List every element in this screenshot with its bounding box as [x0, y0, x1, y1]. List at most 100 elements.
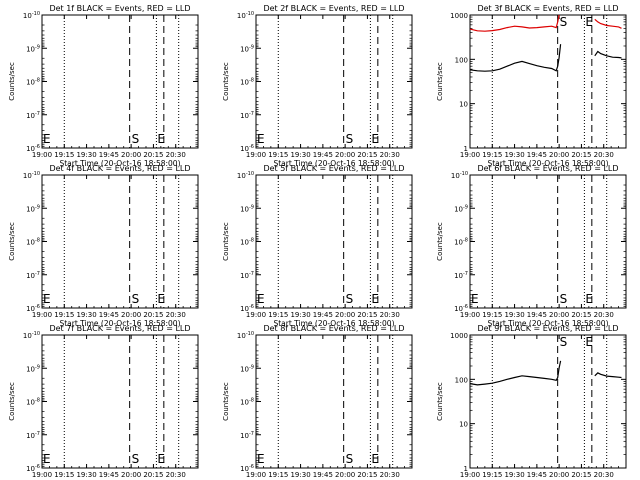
y-tick-label: 10-7	[240, 431, 254, 440]
y-tick-label: 10-10	[23, 331, 40, 340]
x-tick-label: 20:00	[549, 471, 569, 479]
y-axis-title: Counts/sec	[222, 382, 230, 421]
series-events-line	[469, 44, 562, 72]
x-tick-label: 20:00	[335, 311, 355, 319]
end-marker-label: E	[157, 292, 165, 306]
plot-frame	[255, 174, 413, 309]
x-tick-label: 19:30	[290, 471, 310, 479]
x-tick-label: 19:45	[99, 151, 119, 159]
y-tick-label: 10-8	[240, 238, 254, 247]
end-marker-label: E	[585, 292, 593, 306]
x-tick-label: 19:00	[32, 151, 52, 159]
x-tick-label: 19:45	[527, 471, 547, 479]
series-events-line	[594, 372, 622, 379]
x-tick-label: 20:00	[335, 151, 355, 159]
y-tick-label: 10-6	[26, 464, 40, 473]
y-axis-title: Counts/sec	[222, 62, 230, 101]
end-marker-label: E	[585, 335, 593, 349]
y-tick-label: 10-6	[26, 304, 40, 313]
series-lld-line	[469, 14, 560, 32]
x-tick-label: 19:30	[504, 471, 524, 479]
y-tick-label: 10-7	[26, 271, 40, 280]
x-tick-label: 19:15	[54, 311, 74, 319]
x-tick-label: 20:30	[594, 311, 614, 319]
y-axis-title: Counts/sec	[436, 382, 444, 421]
y-tick-label: 10-6	[240, 304, 254, 313]
y-tick-label: 10-10	[23, 11, 40, 20]
plot-frame	[255, 14, 413, 149]
y-tick-label: 10-6	[26, 144, 40, 153]
x-tick-label: 20:00	[121, 471, 141, 479]
plot-frame	[41, 334, 199, 469]
start-marker-label: S	[346, 132, 354, 146]
panel-title: Det 6f BLACK = Events, RED = LLD	[477, 164, 618, 173]
y-tick-label: 10-7	[454, 271, 468, 280]
y-tick-label: 100	[455, 376, 468, 384]
x-tick-label: 19:00	[460, 311, 480, 319]
y-tick-label: 10-9	[240, 44, 254, 53]
end-marker-label-left: E	[43, 452, 51, 466]
y-tick-label: 10	[459, 421, 468, 429]
end-marker-label: E	[371, 452, 379, 466]
x-tick-label: 20:15	[571, 151, 591, 159]
start-marker-label: S	[560, 15, 568, 29]
x-tick-label: 20:15	[571, 311, 591, 319]
start-marker-label: S	[132, 292, 140, 306]
y-tick-label: 10-9	[26, 44, 40, 53]
y-tick-label: 10-6	[240, 464, 254, 473]
x-tick-label: 20:15	[143, 151, 163, 159]
y-tick-label: 10-7	[26, 431, 40, 440]
x-axis-title: Start Time (20-Oct-16 18:58:00)	[59, 159, 180, 168]
y-tick-label: 10-6	[454, 304, 468, 313]
y-tick-label: 10-10	[23, 171, 40, 180]
panel-title: Det 9f BLACK = Events, RED = LLD	[477, 324, 618, 333]
plot-frame	[469, 14, 627, 149]
end-marker-label-left: E	[257, 292, 265, 306]
y-tick-label: 10-7	[26, 111, 40, 120]
x-tick-label: 19:15	[482, 311, 502, 319]
x-tick-label: 19:00	[246, 311, 266, 319]
y-tick-label: 10-10	[237, 171, 254, 180]
start-marker-label: S	[132, 132, 140, 146]
x-tick-label: 19:30	[290, 311, 310, 319]
y-tick-label: 10	[459, 101, 468, 109]
panel-det-6f: Det 6f BLACK = Events, RED = LLD 19:00 19:…	[436, 164, 627, 328]
y-tick-label: 100	[455, 56, 468, 64]
y-tick-label: 10-8	[240, 398, 254, 407]
x-tick-label: 20:00	[549, 311, 569, 319]
x-tick-label: 20:30	[594, 471, 614, 479]
x-tick-label: 19:30	[76, 151, 96, 159]
series-events-line	[469, 360, 562, 386]
y-tick-label: 10-6	[240, 144, 254, 153]
x-axis-title: Start Time (20-Oct-16 18:58:00)	[487, 319, 608, 328]
plot-frame	[255, 334, 413, 469]
x-tick-label: 19:00	[32, 471, 52, 479]
y-axis-title: Counts/sec	[8, 222, 16, 261]
y-axis-title: Counts/sec	[8, 62, 16, 101]
x-tick-label: 19:45	[99, 311, 119, 319]
y-tick-label: 10-8	[454, 238, 468, 247]
plot-frame	[41, 14, 199, 149]
panel-title: Det 8f BLACK = Events, RED = LLD	[263, 324, 404, 333]
series-events-line	[594, 50, 622, 59]
panel-title: Det 2f BLACK = Events, RED = LLD	[263, 4, 404, 13]
x-tick-label: 20:00	[549, 151, 569, 159]
y-tick-label: 10-10	[237, 331, 254, 340]
x-tick-label: 19:15	[54, 471, 74, 479]
y-tick-label: 10-8	[26, 238, 40, 247]
end-marker-label-left: E	[43, 292, 51, 306]
x-tick-label: 19:30	[290, 151, 310, 159]
start-marker-label: S	[346, 292, 354, 306]
y-tick-label: 1	[464, 145, 468, 153]
x-tick-label: 19:00	[460, 151, 480, 159]
x-axis-title: Start Time (20-Oct-16 18:58:00)	[59, 319, 180, 328]
end-marker-label: E	[585, 15, 593, 29]
end-marker-label: E	[157, 132, 165, 146]
x-tick-label: 20:30	[380, 151, 400, 159]
